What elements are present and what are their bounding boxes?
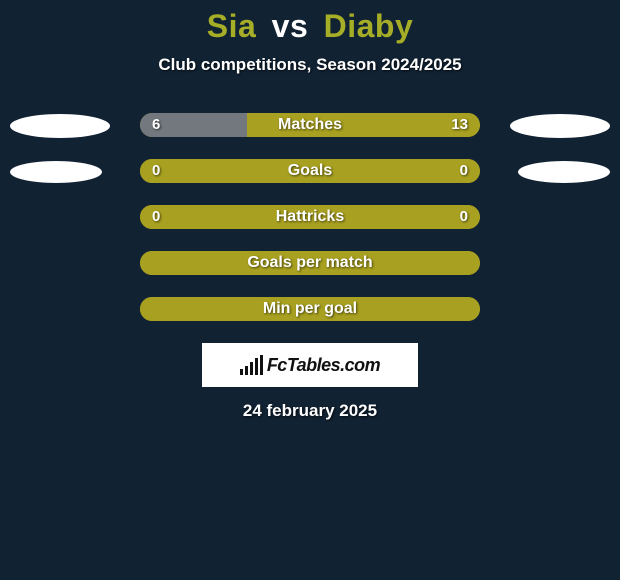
title: Sia vs Diaby — [0, 8, 620, 45]
stat-row-min-per-goal: Min per goal — [0, 297, 620, 323]
vs-text: vs — [272, 8, 309, 44]
stat-row-matches: Matches613 — [0, 113, 620, 139]
player2-badge-oval — [510, 114, 610, 138]
stat-row-goals-per-match: Goals per match — [0, 251, 620, 277]
stat-fill-right — [140, 159, 480, 183]
stat-value-right: 0 — [460, 159, 468, 183]
stat-bar-goals — [140, 159, 480, 183]
stat-bar-min-per-goal — [140, 297, 480, 321]
player2-name: Diaby — [324, 8, 414, 44]
comparison-card: Sia vs Diaby Club competitions, Season 2… — [0, 0, 620, 421]
logo-bars-icon — [240, 355, 263, 375]
stats-list: Matches613Goals00Hattricks00Goals per ma… — [0, 113, 620, 323]
stat-value-right: 13 — [451, 113, 468, 137]
fctables-logo[interactable]: FcTables.com — [202, 343, 418, 387]
stat-fill-right — [140, 297, 480, 321]
subtitle: Club competitions, Season 2024/2025 — [0, 55, 620, 75]
player1-name: Sia — [207, 8, 257, 44]
player2-badge-oval — [518, 161, 610, 183]
stat-value-left: 6 — [152, 113, 160, 137]
player1-badge-oval — [10, 114, 110, 138]
stat-fill-right — [247, 113, 480, 137]
snapshot-date: 24 february 2025 — [0, 401, 620, 421]
player1-badge-oval — [10, 161, 102, 183]
stat-value-left: 0 — [152, 205, 160, 229]
logo-text: FcTables.com — [267, 355, 380, 376]
stat-value-right: 0 — [460, 205, 468, 229]
stat-bar-goals-per-match — [140, 251, 480, 275]
stat-fill-right — [140, 205, 480, 229]
stat-fill-right — [140, 251, 480, 275]
stat-bar-matches — [140, 113, 480, 137]
stat-value-left: 0 — [152, 159, 160, 183]
stat-bar-hattricks — [140, 205, 480, 229]
stat-row-hattricks: Hattricks00 — [0, 205, 620, 231]
stat-row-goals: Goals00 — [0, 159, 620, 185]
